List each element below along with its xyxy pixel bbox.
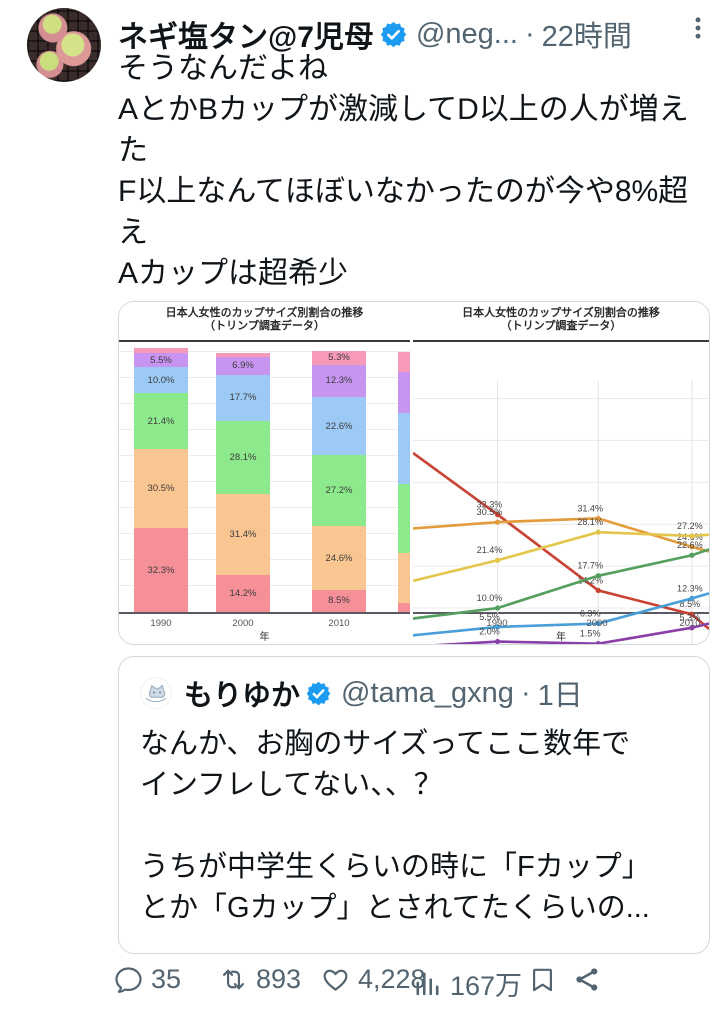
svg-text:5.3%: 5.3% [680,613,701,623]
svg-text:12.3%: 12.3% [677,583,703,593]
line-chart-svg: 32.3%14.2%8.5%30.5%31.4%24.6%21.4%28.1%2… [413,380,709,644]
verified-badge-icon [380,21,407,47]
repost-count: 893 [256,964,302,994]
svg-text:6.3%: 6.3% [580,608,601,618]
bar-xtick-2000: 2000 [232,618,254,629]
line-xtick-2010: 2010 [679,618,701,629]
svg-text:27.2%: 27.2% [677,521,703,531]
more-button[interactable] [684,14,712,42]
author-avatar[interactable] [27,8,101,82]
tweet-text: そうなんだよね AとかBカップが激減してD以上の人が増え た F以上なんてほぼい… [118,52,689,290]
chart-image-bar[interactable]: 日本人女性のカップサイズ別割合の推移 （トリンプ調査データ） 32.3% 30.5… [119,302,410,644]
quoted-tweet-header: もりゆか @tama_gxng · 1日 [140,672,688,714]
bar-xtick-1990: 1990 [150,618,172,629]
reply-button[interactable]: 35 [113,964,181,995]
svg-text:8.5%: 8.5% [680,599,701,609]
share-button[interactable] [572,964,603,995]
chart-image-line[interactable]: 日本人女性のカップサイズ別割合の推移 （トリンプ調査データ） 32.3% 14.2… [410,302,709,644]
bar-chart-plot: 32.3% 30.5% 21.4% 10.0% 5.5% 14.2% 31.4% 28.1% 1… [119,340,410,614]
svg-text:17.7%: 17.7% [577,561,603,571]
svg-text:21.4%: 21.4% [477,545,503,555]
bar-chart-title: 日本人女性のカップサイズ別割合の推移 （トリンプ調査データ） [165,307,364,332]
share-network-icon [576,968,598,991]
bar-chart-xlabel: 年 [259,632,270,643]
quoted-tweet-card[interactable]: もりゆか @tama_gxng · 1日 なんか、お胸のサイズってここ数年で イ… [118,656,710,954]
svg-text:5.5%: 5.5% [479,612,500,622]
quoted-separator-dot: · [520,676,531,709]
cat-avatar-icon [145,684,167,703]
tweet-header: ネギ塩タン@7児母 @neg... · 22時間 [118,12,684,56]
quoted-tweet-timestamp: 1日 [537,680,583,712]
svg-text:32.3%: 32.3% [477,499,503,509]
author-name[interactable]: ネギ塩タン@7児母 [118,21,374,54]
author-handle[interactable]: @neg... [415,17,518,50]
heart-icon [323,969,348,991]
svg-text:22.6%: 22.6% [677,540,703,550]
quoted-author-avatar[interactable] [140,677,172,709]
repost-button[interactable]: 893 [218,964,301,995]
like-button[interactable]: 4,228 [320,964,426,995]
svg-text:28.1%: 28.1% [577,517,603,527]
views-count: 167万 [450,971,523,1001]
separator-dot: · [524,17,535,50]
quoted-tweet-text: なんか、お胸のサイズってここ数年で インフレしてない、、？ うちが中学生くらいの… [140,728,651,924]
bookmark-button[interactable] [527,964,558,995]
svg-text:10.0%: 10.0% [477,593,503,603]
svg-text:30.5%: 30.5% [477,507,503,517]
svg-text:14.2%: 14.2% [577,575,603,585]
line-chart-plot: 32.3%14.2%8.5%30.5%31.4%24.6%21.4%28.1%2… [413,340,709,644]
bookmark-icon [533,968,552,992]
reply-icon [115,967,142,993]
quoted-verified-badge-icon [306,681,331,705]
reply-count: 35 [151,964,182,994]
like-count: 4,228 [358,964,426,994]
more-dots-icon [695,17,701,39]
media-attachment: 日本人女性のカップサイズ別割合の推移 （トリンプ調査データ） 32.3% 30.5… [118,301,710,645]
views-bars-icon [416,972,439,996]
line-xtick-2000: 2000 [586,618,608,629]
quoted-author-handle[interactable]: @tama_gxng [341,676,514,709]
engagement-bar: 35 893 4,228 167万 [0,964,720,1008]
svg-text:2.0%: 2.0% [479,626,500,636]
tweet-timestamp[interactable]: 22時間 [541,21,632,53]
line-chart-xlabel: 年 [556,632,566,643]
svg-text:1.5%: 1.5% [580,629,601,639]
bar-xtick-2010: 2010 [328,618,350,629]
line-xtick-1990: 1990 [486,618,508,629]
line-chart-title: 日本人女性のカップサイズ別割合の推移 （トリンプ調査データ） [462,307,660,332]
quoted-author-name[interactable]: もりゆか [184,680,301,712]
svg-text:31.4%: 31.4% [577,503,603,513]
repost-icon [222,969,245,990]
views-button[interactable]: 167万 [412,964,522,1003]
